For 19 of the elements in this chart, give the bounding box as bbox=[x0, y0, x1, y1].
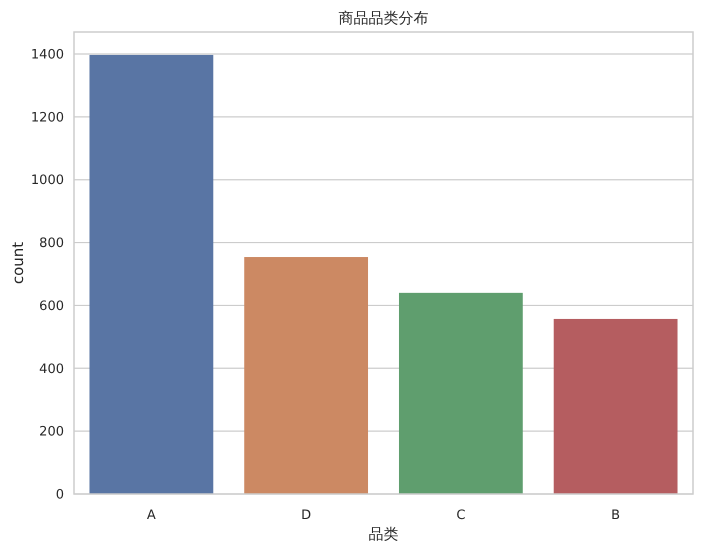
bar bbox=[89, 54, 214, 494]
x-tick-label: C bbox=[456, 508, 466, 523]
y-tick-label: 800 bbox=[39, 236, 64, 252]
chart-title: 商品品类分布 bbox=[338, 9, 428, 27]
x-tick-label: D bbox=[301, 508, 312, 523]
y-tick-label: 200 bbox=[39, 424, 64, 440]
x-axis-title: 品类 bbox=[368, 525, 398, 543]
bar bbox=[398, 292, 523, 494]
bar bbox=[554, 318, 678, 494]
y-tick-label: 400 bbox=[39, 362, 64, 377]
y-tick-label: 1000 bbox=[30, 173, 64, 188]
y-tick-label: 1200 bbox=[30, 110, 64, 126]
x-tick-label: A bbox=[146, 508, 156, 523]
y-tick-label: 600 bbox=[39, 298, 64, 314]
y-tick-label: 1400 bbox=[30, 48, 64, 62]
x-tick-label: B bbox=[611, 508, 620, 523]
y-axis-title: count bbox=[9, 242, 27, 284]
bar bbox=[244, 257, 368, 494]
y-tick-label: 0 bbox=[56, 488, 64, 502]
